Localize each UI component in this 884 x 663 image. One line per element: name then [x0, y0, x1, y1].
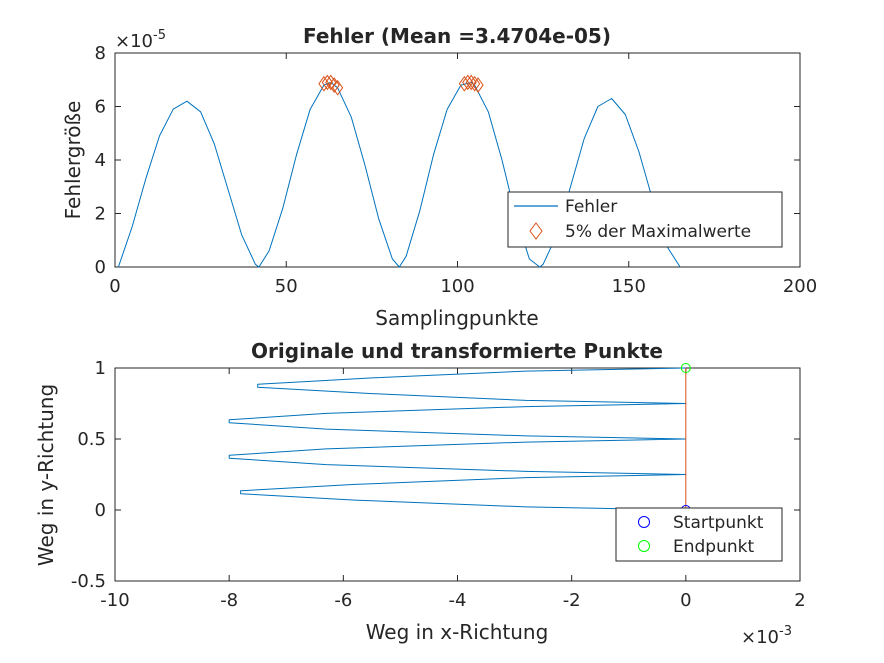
bottom-chart-title: Originale und transformierte Punkte: [251, 339, 663, 363]
legend-endpunkt-marker: [638, 540, 650, 552]
top-diamond-marker: [321, 74, 333, 91]
bottom-y-tick-label: 1: [95, 358, 106, 379]
bottom-exponent-label: ×10-3: [741, 624, 792, 648]
top-diamond-marker: [332, 79, 344, 96]
top-diamond-marker: [469, 75, 481, 92]
top-diamond-marker: [472, 77, 484, 93]
top-axes: 0 50 100 150 200 0 2 4 6 8 Fehler (Mean =3.4704e-…: [61, 24, 817, 330]
bottom-x-tick-label: -8: [220, 590, 238, 611]
top-x-tick-label: 200: [783, 276, 817, 297]
top-y-axis-label: Fehlergröße: [61, 101, 85, 220]
bottom-legend: Startpunkt Endpunkt: [615, 507, 783, 562]
top-y-tick-label: 0: [95, 257, 106, 278]
top-exponent-label: ×10-5: [115, 28, 166, 52]
bottom-x-tick-label: 2: [794, 590, 805, 611]
top-y-tick-label: 4: [95, 150, 106, 171]
legend-endpunkt-label: Endpunkt: [673, 537, 754, 557]
bottom-y-axis-label: Weg in y-Richtung: [34, 384, 58, 566]
bottom-endpunkt-marker: [680, 363, 691, 373]
bottom-x-tick-label: -10: [100, 590, 129, 611]
top-ticks: 0 50 100 150 200 0 2 4 6 8: [95, 43, 818, 297]
top-x-tick-label: 100: [440, 276, 474, 297]
top-diamond-marker: [325, 74, 337, 91]
bottom-y-tick-label: 0: [95, 500, 106, 521]
top-diamond-marker: [458, 75, 470, 92]
top-series: [117, 74, 681, 268]
bottom-y-tick-label: 0.5: [77, 429, 106, 450]
top-y-tick-label: 8: [95, 43, 106, 64]
top-legend-box: [507, 191, 783, 248]
legend-maximalwerte-label: 5% der Maximalwerte: [565, 222, 751, 242]
top-diamond-marker: [318, 75, 330, 92]
top-legend: Fehler 5% der Maximalwerte: [507, 191, 783, 248]
top-diamond-marker: [465, 74, 477, 91]
legend-startpunkt-marker: [638, 516, 650, 528]
top-chart-title: Fehler (Mean =3.4704e-05): [303, 24, 611, 48]
bottom-x-tick-label: -2: [563, 590, 581, 611]
top-y-tick-label: 6: [95, 97, 106, 118]
bottom-x-tick-label: -6: [334, 590, 352, 611]
bottom-x-axis-label: Weg in x-Richtung: [366, 620, 549, 644]
top-x-tick-label: 50: [275, 276, 298, 297]
top-x-axis-label: Samplingpunkte: [375, 306, 538, 330]
bottom-x-tick-label: -4: [449, 590, 467, 611]
top-x-tick-label: 0: [109, 276, 120, 297]
top-y-tick-label: 2: [95, 204, 106, 225]
legend-fehler-label: Fehler: [565, 197, 617, 217]
top-series-line-0: [117, 81, 681, 268]
bottom-x-tick-label: 0: [680, 590, 691, 611]
top-diamond-marker: [328, 77, 340, 93]
legend-startpunkt-label: Startpunkt: [673, 513, 764, 533]
top-diamond-marker: [462, 74, 474, 91]
legend-maximalwerte-marker: [529, 222, 543, 240]
top-x-tick-label: 150: [612, 276, 646, 297]
bottom-ticks: -10 -8 -6 -4 -2 0 2 -0.5 0 0.5 1: [71, 358, 806, 611]
bottom-axes: -10 -8 -6 -4 -2 0 2 -0.5 0 0.5 1 Originale und tra…: [34, 339, 806, 648]
bottom-y-tick-label: -0.5: [71, 571, 106, 592]
